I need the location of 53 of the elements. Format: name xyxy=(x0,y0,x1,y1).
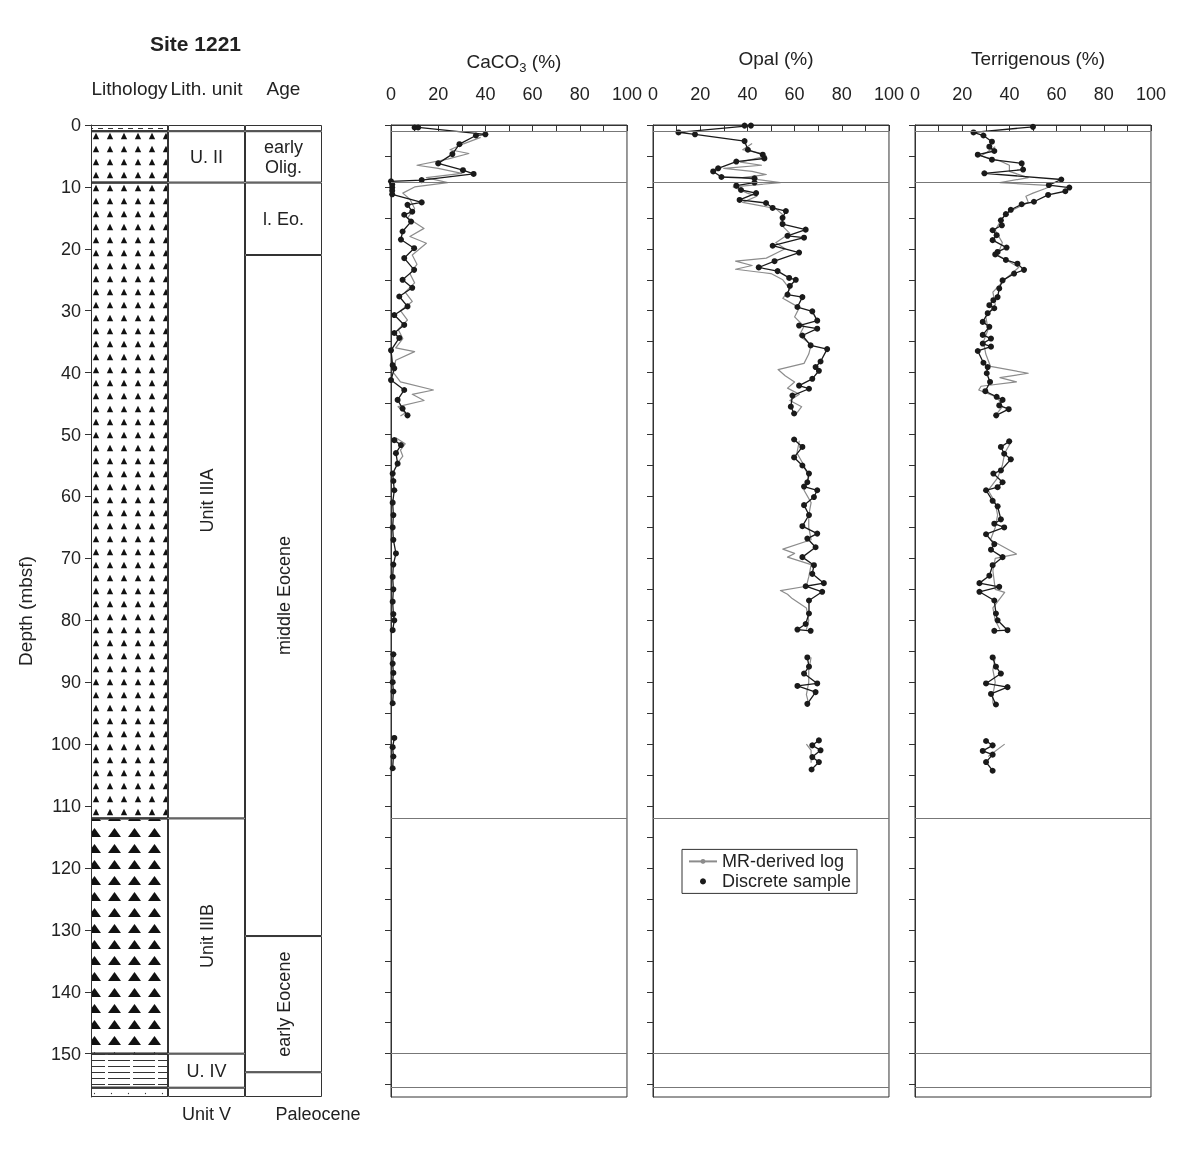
data-label: middle Eocene xyxy=(273,535,294,656)
x-tick-label: 0 xyxy=(386,84,397,104)
y-tick-label: 150 xyxy=(50,1043,81,1064)
x-tick-label: 60 xyxy=(1046,84,1067,104)
y-tick-label: 0 xyxy=(70,115,81,135)
x-tick-label: 100 xyxy=(873,84,905,104)
y-tick-label: 100 xyxy=(50,734,81,755)
data-label: l. Eo. xyxy=(262,208,305,229)
x-tick-label: 20 xyxy=(428,84,449,104)
y-axis-title: Depth (mbsf) xyxy=(15,556,36,666)
data-label: U. IV xyxy=(186,1060,227,1081)
x-tick-label: 40 xyxy=(475,84,496,104)
data-label: Paleocene xyxy=(275,1104,361,1124)
x-tick-label: Lith. unit xyxy=(170,77,244,99)
x-tick-label: 0 xyxy=(648,84,659,104)
data-label: U. II xyxy=(189,146,224,167)
data-label: Unit IIIB xyxy=(196,904,217,969)
x-tick-label: 100 xyxy=(1135,84,1167,104)
y-tick-label: 130 xyxy=(50,919,81,940)
data-label: Unit V xyxy=(181,1104,232,1124)
chart-title: Terrigenous (%) xyxy=(970,48,1106,69)
x-tick-label: 80 xyxy=(569,84,590,104)
y-tick-label: 50 xyxy=(60,424,81,445)
y-tick-label: 30 xyxy=(60,300,81,321)
y-tick-label: 120 xyxy=(50,857,81,878)
chart-title: Site 1221 xyxy=(149,32,242,55)
chart-title: Opal (%) xyxy=(738,48,814,69)
y-tick-label: 70 xyxy=(60,548,81,569)
y-tick-label: 40 xyxy=(60,362,81,383)
y-tick-label: 60 xyxy=(60,486,81,507)
y-tick-label: 10 xyxy=(60,176,81,197)
legend-label: Discrete sample xyxy=(722,871,852,892)
x-tick-label: 20 xyxy=(690,84,711,104)
x-tick-label: 80 xyxy=(831,84,852,104)
y-tick-label: 20 xyxy=(60,238,81,259)
y-tick-label: 80 xyxy=(60,610,81,631)
y-tick-label: 140 xyxy=(50,981,81,1002)
data-label: early Olig. xyxy=(263,136,304,177)
x-tick-label: 80 xyxy=(1093,84,1114,104)
x-tick-label: Age xyxy=(266,77,301,99)
data-label: Unit IIIA xyxy=(196,468,217,533)
y-tick-label: 90 xyxy=(60,672,81,693)
x-tick-label: 100 xyxy=(611,84,643,104)
x-tick-label: 60 xyxy=(784,84,805,104)
x-tick-label: 40 xyxy=(999,84,1020,104)
x-tick-label: Lithology xyxy=(91,77,169,99)
x-tick-label: 0 xyxy=(910,84,921,104)
data-label: early Eocene xyxy=(273,951,294,1057)
x-tick-label: 20 xyxy=(952,84,973,104)
x-tick-label: 40 xyxy=(737,84,758,104)
legend-label: MR-derived log xyxy=(722,851,845,872)
x-tick-label: 60 xyxy=(522,84,543,104)
y-tick-label: 110 xyxy=(52,796,81,817)
